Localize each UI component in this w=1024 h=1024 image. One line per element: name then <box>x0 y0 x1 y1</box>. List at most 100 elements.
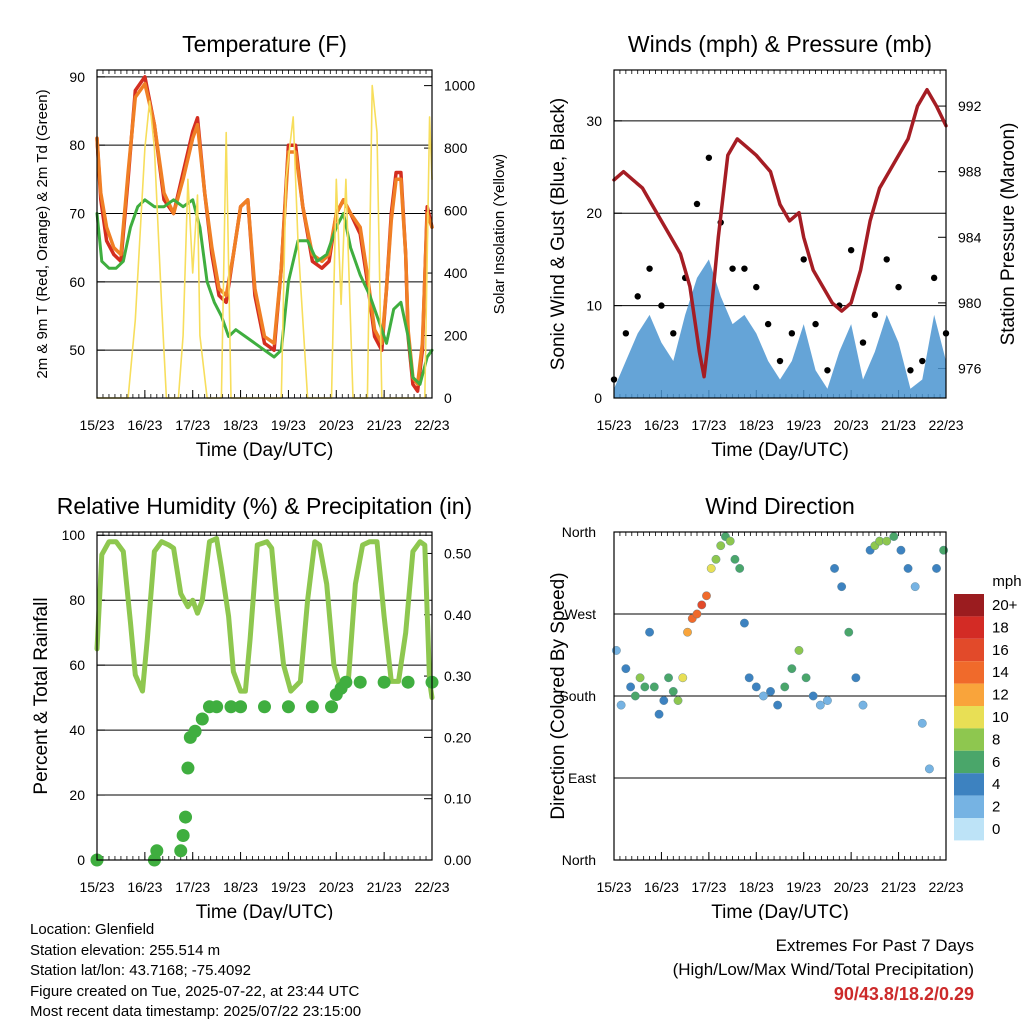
extremes-subtitle: (High/Low/Max Wind/Total Precipitation) <box>672 960 974 979</box>
direction-point <box>858 700 868 710</box>
y-tick-label: 70 <box>69 206 85 222</box>
x-tick-label: 15/23 <box>79 417 114 433</box>
series-2m-td <box>95 198 434 386</box>
legend-swatch <box>954 638 984 662</box>
y-tick-label: 10 <box>586 298 602 314</box>
y2-tick-label: 800 <box>444 140 468 156</box>
direction-point <box>889 532 899 541</box>
gust-point <box>658 302 665 309</box>
y2-tick-label: 0.00 <box>444 852 471 868</box>
direction-point <box>751 682 761 692</box>
direction-point <box>654 709 664 719</box>
gust-point <box>776 357 784 365</box>
y-tick-label: 60 <box>69 657 85 673</box>
gust-point <box>788 330 796 337</box>
plot-frame <box>613 69 947 399</box>
legend-label: 20+ <box>992 597 1018 614</box>
extremes-title: Extremes For Past 7 Days <box>775 936 974 955</box>
chart-temperature: Temperature (F) Time (Day/UTC) 2m & 9m T (… <box>34 31 508 461</box>
chart-title: Wind Direction <box>705 493 855 519</box>
direction-point <box>697 600 707 610</box>
gust-point <box>729 265 736 272</box>
gust-point <box>812 320 819 328</box>
gust-point <box>871 311 879 319</box>
direction-point <box>808 691 818 701</box>
direction-point <box>844 627 854 637</box>
gust-point <box>693 200 701 208</box>
legend-label: 12 <box>992 687 1009 704</box>
gust-point <box>847 246 855 254</box>
gust-point <box>670 330 677 337</box>
x-tick-label: 21/23 <box>367 879 402 895</box>
y2-tick-label: 0.40 <box>444 607 471 623</box>
y2-tick-label: 0.10 <box>444 791 471 807</box>
y-axis-label: Direction (Colored By Speed) <box>548 572 569 819</box>
legend-swatch <box>954 773 984 796</box>
rainfall-point <box>305 700 319 714</box>
direction-point <box>759 691 768 701</box>
y-tick-label: 100 <box>62 527 86 543</box>
x-tick-label: 18/23 <box>223 879 258 895</box>
y2-tick-label: 400 <box>444 265 468 281</box>
legend-label: 4 <box>992 776 1000 793</box>
direction-point <box>711 554 721 564</box>
rainfall-point <box>150 844 164 858</box>
latlon-line: Station lat/lon: 43.7168; -75.4092 <box>30 962 252 979</box>
x-tick-label: 22/23 <box>928 417 963 433</box>
rainfall-point <box>179 810 193 824</box>
speed-legend: mph 20+ 18 16 14 12 10 8 6 4 2 0 <box>954 573 1022 841</box>
x-tick-label: 19/23 <box>786 417 821 433</box>
direction-point <box>716 541 726 551</box>
x-tick-label: 16/23 <box>127 417 162 433</box>
rainfall-point <box>195 712 209 726</box>
y2-tick-label: 976 <box>958 360 982 376</box>
x-tick-label: 19/23 <box>271 417 306 433</box>
x-tick-label: 15/23 <box>596 417 631 433</box>
elevation-line: Station elevation: 255.514 m <box>30 941 221 959</box>
y2-tick-label: 0.20 <box>444 729 471 745</box>
y-tick-label: 90 <box>69 69 85 85</box>
y-tick-label: 0 <box>594 390 602 406</box>
direction-point <box>730 554 740 564</box>
rainfall-point <box>181 761 195 775</box>
rainfall-point <box>377 675 391 689</box>
gust-point <box>705 154 713 161</box>
y2-tick-label: 992 <box>958 98 982 114</box>
y2-tick-label: 0 <box>444 390 452 406</box>
legend-swatch <box>954 706 984 729</box>
legend-swatch <box>954 750 984 774</box>
direction-point <box>837 582 847 592</box>
legend-swatch <box>954 728 984 751</box>
station-info: Location: Glenfield Station elevation: 2… <box>30 920 361 1023</box>
direction-point <box>794 646 804 655</box>
x-tick-label: 20/23 <box>319 417 354 433</box>
chart-humidity: Relative Humidity (%) & Precipitation (i… <box>31 493 472 920</box>
rainfall-point <box>224 700 238 714</box>
x-tick-label: 17/23 <box>691 417 726 433</box>
y-axis-label: Percent & Total Rainfall <box>31 597 52 794</box>
legend-title: mph <box>992 573 1021 590</box>
x-axis-label: Time (Day/UTC) <box>711 440 849 461</box>
rainfall-point <box>176 828 190 842</box>
series-relative-humidity <box>94 536 435 701</box>
x-tick-label: 16/23 <box>644 879 679 895</box>
y2-tick-label: 988 <box>958 164 982 180</box>
direction-point <box>896 545 906 555</box>
y-tick-label: 60 <box>69 274 85 290</box>
x-tick-label: 17/23 <box>691 879 726 895</box>
x-tick-label: 20/23 <box>834 417 869 433</box>
x-tick-label: 21/23 <box>367 417 402 433</box>
y2-tick-label: 980 <box>958 295 982 311</box>
legend-label: 0 <box>992 821 1000 838</box>
gust-point <box>741 265 748 272</box>
x-tick-label: 22/23 <box>928 879 963 895</box>
y-tick-label: 20 <box>69 787 85 803</box>
direction-point <box>630 691 640 701</box>
direction-point <box>668 687 678 696</box>
direction-point <box>683 627 692 637</box>
x-axis-label: Time (Day/UTC) <box>196 902 334 920</box>
direction-point <box>801 673 811 683</box>
legend-label: 2 <box>992 799 1000 816</box>
direction-point <box>621 664 631 674</box>
direction-point <box>725 536 735 546</box>
